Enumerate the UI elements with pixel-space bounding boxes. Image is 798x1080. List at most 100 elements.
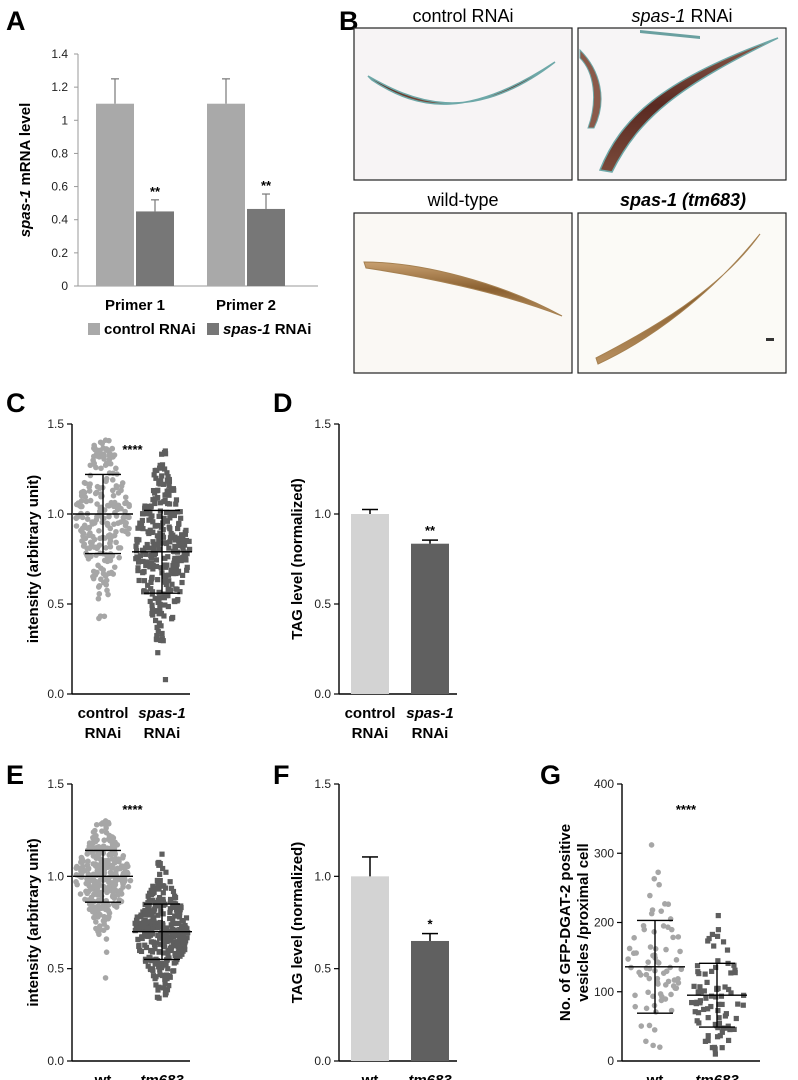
data-point bbox=[98, 576, 104, 583]
scatter-group bbox=[689, 912, 747, 1057]
data-point bbox=[162, 988, 169, 994]
data-point bbox=[645, 959, 651, 965]
y-axis-label: TAG level (normalized) bbox=[289, 842, 306, 1003]
data-point bbox=[175, 568, 182, 574]
data-point bbox=[160, 942, 167, 948]
data-point bbox=[179, 543, 185, 549]
data-point bbox=[146, 957, 153, 963]
significance-label: **** bbox=[122, 802, 143, 817]
data-point bbox=[165, 554, 171, 560]
data-point bbox=[100, 454, 107, 460]
data-point bbox=[675, 980, 682, 986]
data-point bbox=[171, 939, 177, 945]
data-point bbox=[161, 499, 167, 505]
data-point bbox=[168, 885, 175, 891]
data-point bbox=[156, 995, 162, 1001]
data-point bbox=[166, 586, 172, 592]
data-point bbox=[654, 959, 661, 965]
data-point bbox=[178, 515, 184, 521]
data-point bbox=[677, 948, 683, 955]
data-point bbox=[719, 1045, 725, 1051]
data-point bbox=[132, 927, 138, 934]
data-point bbox=[118, 483, 125, 489]
data-point bbox=[93, 837, 99, 843]
data-point bbox=[157, 465, 163, 471]
data-point bbox=[183, 527, 189, 533]
data-point bbox=[709, 968, 715, 974]
bar bbox=[351, 514, 389, 694]
data-point bbox=[665, 924, 671, 930]
data-point bbox=[709, 931, 715, 938]
microscopy-panel: control RNAi spas-1 RNAi wild-type spas-… bbox=[353, 6, 787, 374]
data-point bbox=[126, 514, 132, 521]
data-point bbox=[98, 465, 104, 472]
data-point bbox=[149, 591, 155, 597]
data-point bbox=[87, 886, 94, 893]
data-point bbox=[88, 543, 94, 549]
data-point bbox=[104, 553, 111, 560]
data-point bbox=[153, 563, 160, 570]
data-point bbox=[104, 502, 111, 509]
data-point bbox=[178, 947, 184, 954]
y-axis-label: vesicles /proximal cell bbox=[575, 843, 592, 1001]
data-point bbox=[105, 908, 112, 914]
data-point bbox=[162, 555, 168, 561]
bar bbox=[247, 208, 285, 286]
data-point bbox=[110, 492, 117, 499]
scatter-group bbox=[625, 842, 685, 1050]
data-point bbox=[670, 934, 676, 941]
data-point bbox=[695, 1010, 702, 1016]
y-tick-label: 0.5 bbox=[47, 597, 64, 611]
data-point bbox=[162, 980, 168, 986]
data-point bbox=[94, 545, 100, 552]
data-point bbox=[139, 511, 146, 517]
data-point bbox=[127, 877, 134, 884]
data-point bbox=[177, 589, 183, 595]
data-point bbox=[105, 591, 111, 598]
y-axis-label: intensity (arbitrary unit) bbox=[25, 838, 42, 1006]
data-point bbox=[665, 978, 672, 985]
data-point bbox=[95, 851, 101, 857]
data-point bbox=[82, 896, 88, 903]
data-point bbox=[146, 954, 152, 960]
data-point bbox=[119, 527, 126, 534]
data-point bbox=[103, 949, 110, 955]
data-point bbox=[175, 525, 181, 532]
data-point bbox=[157, 919, 164, 926]
data-point bbox=[167, 896, 174, 903]
x-tick-label: control bbox=[345, 705, 396, 722]
data-point bbox=[138, 914, 144, 920]
x-tick-label: spas-1 bbox=[406, 705, 454, 722]
data-point bbox=[146, 911, 153, 917]
data-point bbox=[166, 491, 172, 497]
data-point bbox=[106, 513, 112, 520]
data-point bbox=[712, 1051, 718, 1057]
data-point bbox=[695, 969, 701, 975]
data-point bbox=[161, 515, 167, 521]
data-point bbox=[728, 990, 734, 996]
chart-e: 0.0 0.5 1.0 1.5 wt tm683 **** intensity (arbitr… bbox=[25, 777, 192, 1080]
bar bbox=[351, 876, 389, 1061]
y-tick-label: 1.0 bbox=[47, 869, 64, 883]
data-point bbox=[162, 577, 169, 583]
data-point bbox=[118, 487, 124, 494]
data-point bbox=[157, 605, 163, 611]
data-point bbox=[100, 927, 107, 934]
data-point bbox=[101, 921, 107, 927]
panel-label-f: F bbox=[273, 760, 290, 790]
data-point bbox=[105, 884, 112, 891]
data-point bbox=[109, 445, 115, 452]
data-point bbox=[722, 984, 728, 990]
significance-label: * bbox=[427, 917, 433, 932]
data-point bbox=[99, 828, 105, 834]
data-point bbox=[111, 499, 118, 506]
data-point bbox=[82, 480, 89, 487]
data-point bbox=[87, 530, 93, 536]
data-point bbox=[167, 974, 173, 980]
data-point bbox=[111, 859, 118, 866]
data-point bbox=[89, 906, 95, 912]
bar bbox=[411, 940, 449, 1061]
data-point bbox=[96, 512, 102, 519]
data-point bbox=[157, 462, 163, 468]
data-point bbox=[167, 526, 173, 532]
